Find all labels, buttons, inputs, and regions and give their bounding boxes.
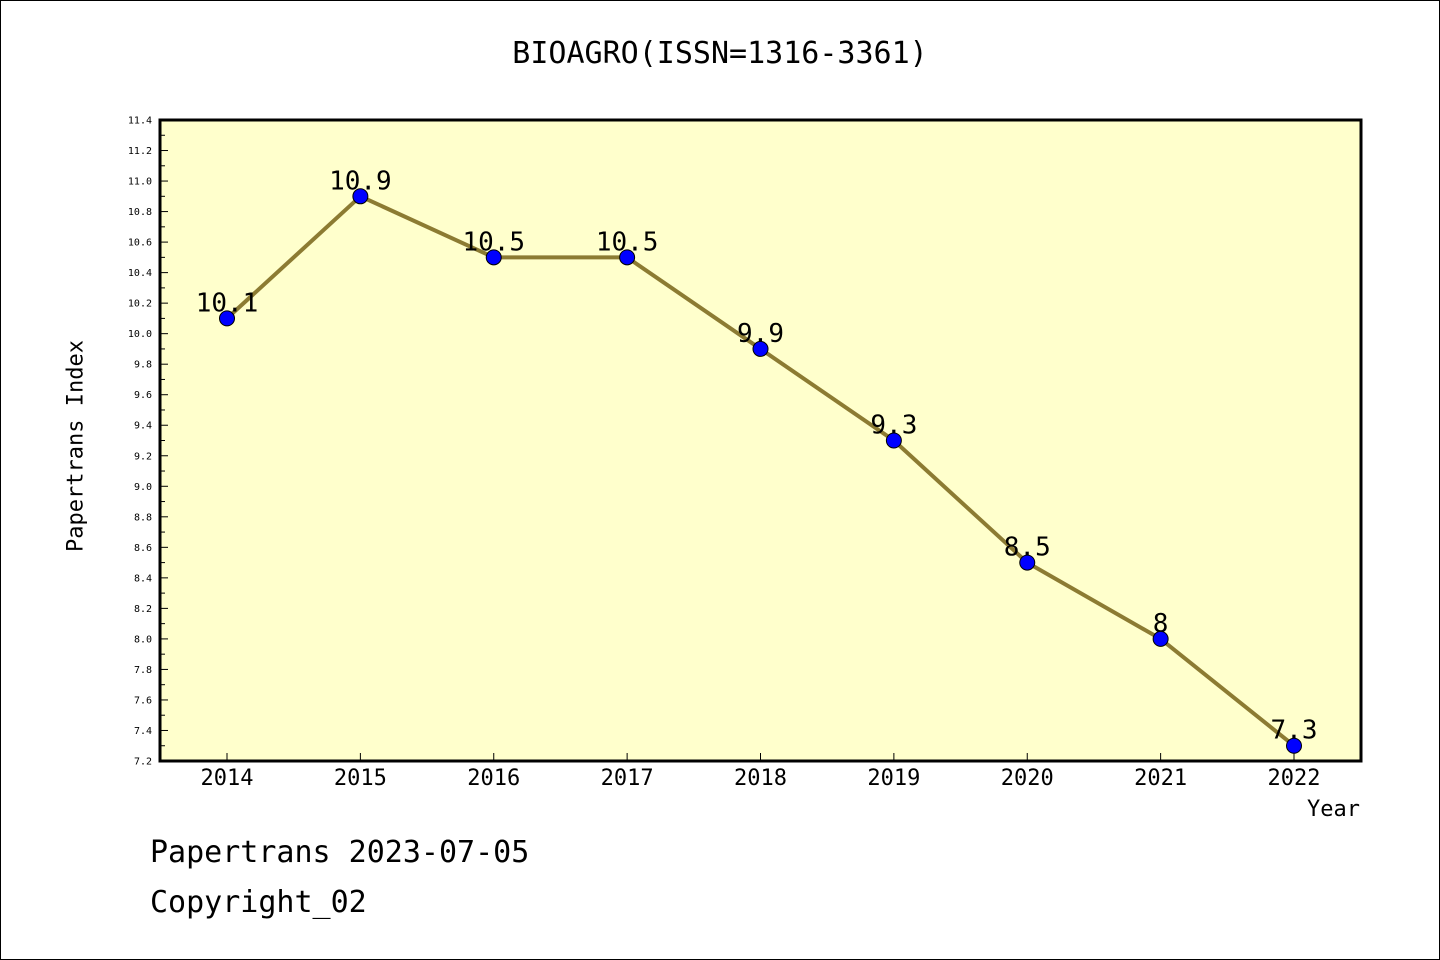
y-tick-label: 11.2 — [128, 146, 152, 157]
y-tick-label: 10.8 — [128, 207, 152, 218]
data-point — [219, 310, 235, 327]
chart-title: BIOAGRO(ISSN=1316-3361) — [512, 36, 928, 71]
data-label: 8 — [1153, 609, 1169, 639]
y-tick-label: 8.4 — [134, 573, 152, 584]
y-axis-label: Papertrans Index — [63, 340, 89, 552]
y-tick-label: 9.6 — [134, 390, 152, 401]
y-tick-label: 7.6 — [134, 695, 152, 706]
data-point — [1286, 737, 1302, 754]
y-tick-label: 10.2 — [128, 299, 152, 310]
footer-date-text: Papertrans 2023-07-05 — [150, 835, 530, 870]
data-point — [485, 249, 502, 266]
data-point — [752, 340, 769, 357]
data-point — [885, 432, 902, 449]
y-tick-label: 7.4 — [134, 726, 152, 737]
y-tick-label: 7.8 — [134, 665, 152, 676]
y-tick-label: 9.8 — [134, 360, 152, 371]
footer-copyright-text: Copyright_02 — [150, 885, 367, 920]
y-tick-label: 10.6 — [128, 238, 152, 249]
y-tick-label: 11.0 — [128, 177, 152, 188]
y-tick-label: 10.0 — [128, 329, 152, 340]
y-tick-label: 11.4 — [128, 116, 152, 127]
y-tick-label: 9.2 — [134, 451, 152, 462]
x-tick-label: 2017 — [601, 766, 654, 791]
x-tick-label: 2021 — [1134, 766, 1187, 791]
x-tick-label: 2016 — [467, 766, 520, 791]
y-tick-label: 8.8 — [134, 512, 152, 523]
plot-border — [158, 118, 1363, 763]
y-tick-label: 10.4 — [128, 268, 152, 279]
data-point — [1152, 630, 1169, 647]
y-tick-label: 8.6 — [134, 543, 152, 554]
data-point — [352, 188, 369, 205]
y-tick-label: 7.2 — [134, 757, 152, 768]
x-axis-label: Year — [1307, 797, 1360, 822]
x-tick-label: 2014 — [201, 766, 254, 791]
x-tick-label: 2015 — [334, 766, 387, 791]
data-point — [1019, 554, 1036, 571]
data-point — [619, 249, 636, 266]
y-tick-label: 8.0 — [134, 634, 152, 645]
y-tick-label: 9.0 — [134, 482, 152, 493]
y-tick-label: 9.4 — [134, 421, 152, 432]
x-tick-label: 2022 — [1268, 766, 1321, 791]
plot-area — [160, 120, 1361, 761]
x-tick-label: 2020 — [1001, 766, 1054, 791]
y-tick-label: 8.2 — [134, 604, 152, 615]
x-tick-label: 2019 — [867, 766, 920, 791]
x-tick-label: 2018 — [734, 766, 787, 791]
